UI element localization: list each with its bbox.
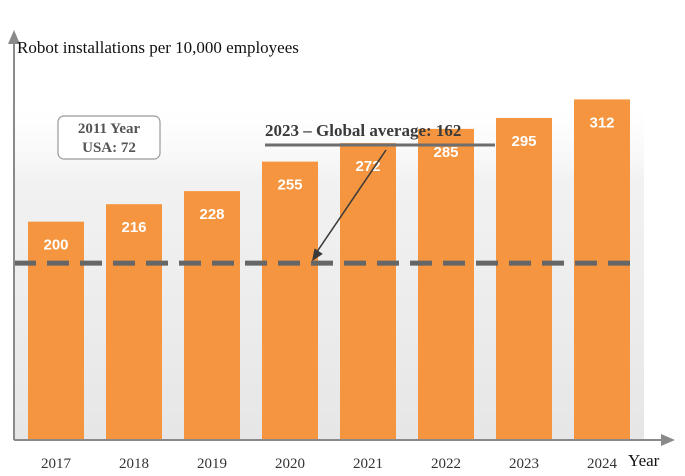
bar-2018	[106, 204, 162, 440]
x-tick-2023: 2023	[509, 456, 539, 472]
global-average-annotation: 2023 – Global average: 162	[265, 121, 461, 140]
x-tick-2019: 2019	[197, 456, 227, 472]
x-tick-2024: 2024	[587, 456, 618, 472]
bar-2024	[574, 99, 630, 441]
bar-2023	[496, 117, 552, 440]
value-label-2020: 255	[277, 177, 302, 194]
bar-2020	[262, 161, 318, 440]
value-label-2023: 295	[511, 133, 536, 150]
x-axis-title: Year	[628, 451, 660, 470]
y-axis-arrowhead	[8, 30, 20, 44]
x-tick-2022: 2022	[431, 456, 461, 472]
x-tick-2018: 2018	[119, 456, 149, 472]
value-label-2019: 228	[199, 206, 224, 223]
callout-value-text: USA: 72	[82, 140, 136, 156]
value-label-2017: 200	[43, 237, 68, 254]
bar-2017	[28, 221, 84, 440]
value-label-2024: 312	[589, 114, 614, 131]
annotation-pointer-arrowhead	[312, 248, 323, 262]
x-tick-2017: 2017	[41, 456, 72, 472]
value-label-2022: 285	[433, 144, 458, 161]
x-tick-2021: 2021	[353, 456, 383, 472]
value-labels-group: 200 216 228 255 272 285 295 312	[43, 114, 614, 253]
callout-year-text: 2011 Year	[78, 121, 141, 137]
x-ticks-group: 2017 2018 2019 2020 2021 2022 2023 2024	[41, 456, 618, 472]
x-axis-arrowhead	[661, 434, 675, 446]
x-tick-2020: 2020	[275, 456, 305, 472]
callout-box: 2011 Year USA: 72	[57, 115, 161, 160]
value-label-2021: 272	[355, 158, 380, 175]
value-label-2018: 216	[121, 219, 146, 236]
y-axis-title: Robot installations per 10,000 employees	[17, 38, 299, 57]
bar-2021	[340, 143, 396, 441]
callout-box-frame	[57, 115, 161, 160]
bar-2019	[184, 191, 240, 440]
bar-2022	[418, 128, 474, 440]
annotation-pointer-arrow	[315, 149, 387, 254]
bars-group	[28, 99, 630, 441]
